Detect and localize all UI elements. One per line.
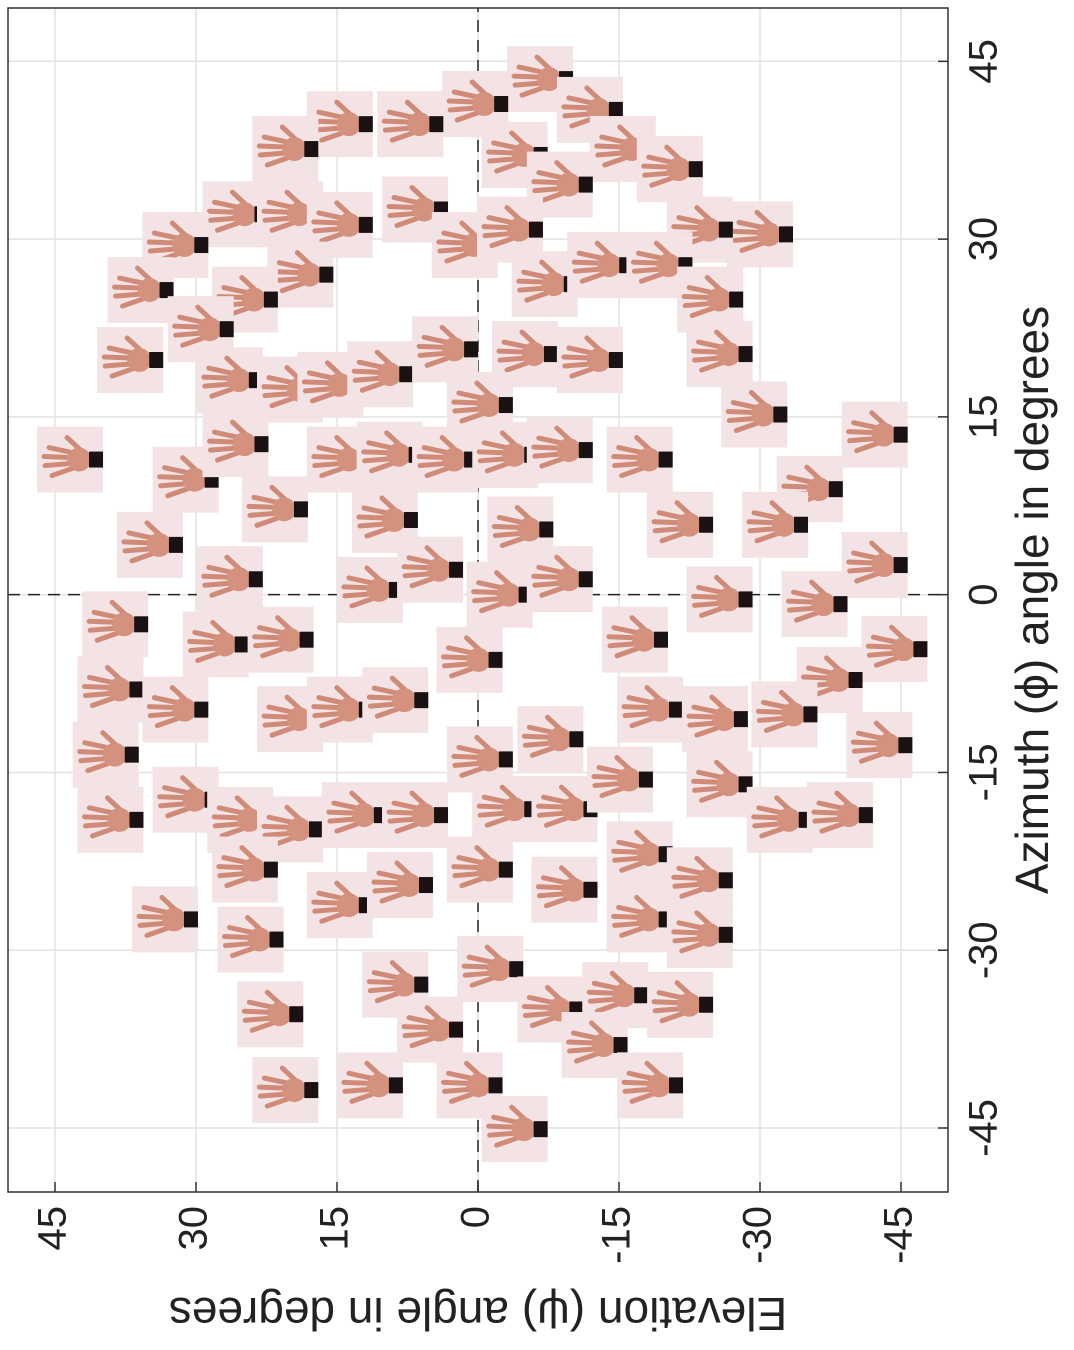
y-tick-label: -30: [736, 1206, 780, 1264]
hand-image-point: [337, 1052, 403, 1118]
hand-image-point: [377, 91, 443, 157]
hand-image-point: [437, 627, 503, 693]
x-tick-label: -45: [962, 1099, 1006, 1157]
rotated-plot: Azimuth (ϕ) angle in degrees Elevation (…: [8, 8, 1058, 1340]
hand-image-point: [252, 116, 318, 182]
hand-image-point: [202, 411, 268, 477]
hand-image-point: [307, 872, 373, 938]
hand-image-point: [212, 837, 278, 903]
hand-image-point: [687, 566, 753, 632]
hand-image-point: [607, 886, 673, 952]
hand-image-point: [37, 427, 103, 493]
y-tick-label: 30: [172, 1206, 216, 1251]
hand-image-point: [607, 427, 673, 493]
hand-image-point: [457, 936, 523, 1002]
hand-image-point: [397, 537, 463, 603]
y-tick-label: 45: [31, 1206, 75, 1251]
hand-image-point: [567, 232, 633, 298]
hand-image-point: [637, 136, 703, 202]
hand-image-point: [347, 341, 413, 407]
x-tick-label: 30: [962, 217, 1006, 262]
hand-image-point: [77, 656, 143, 722]
hand-image-point: [132, 886, 198, 952]
hand-image-point: [367, 852, 433, 918]
hand-image-point: [667, 902, 733, 968]
hand-image-point: [687, 751, 753, 817]
hand-image-point: [617, 677, 683, 743]
hand-image-point: [73, 722, 139, 788]
hand-image-point: [362, 667, 428, 733]
y-tick-label: 0: [454, 1206, 498, 1228]
hand-image-point: [531, 857, 597, 923]
hand-image-point: [517, 706, 583, 772]
hand-image-point: [77, 787, 143, 853]
hand-image-point: [242, 476, 308, 542]
x-tick-label: -15: [962, 744, 1006, 802]
y-tick-label: -15: [595, 1206, 639, 1264]
x-axis-label: Azimuth (ϕ) angle in degrees: [1006, 306, 1058, 894]
hand-image-point: [447, 837, 513, 903]
hand-image-point: [412, 427, 478, 493]
hand-image-point: [382, 782, 448, 848]
x-tick-label: -30: [962, 921, 1006, 979]
x-tick-label: 0: [962, 584, 1006, 606]
hand-image-point: [142, 677, 208, 743]
hand-image-point: [647, 492, 713, 558]
hand-image-point: [117, 512, 183, 578]
hand-image-point: [721, 382, 787, 448]
hand-image-point: [807, 782, 873, 848]
hand-image-point: [197, 347, 263, 413]
hand-image-point: [482, 1096, 548, 1162]
y-axis-label: Elevation (ψ) angle in degrees: [169, 1288, 787, 1340]
hand-image-point: [861, 616, 927, 682]
hand-image-point: [337, 557, 403, 623]
hand-image-point: [527, 546, 593, 612]
hand-image-point: [751, 681, 817, 747]
hand-image-point: [527, 417, 593, 483]
hand-image-point: [252, 1057, 318, 1123]
hand-image-point: [218, 907, 284, 973]
hand-image-point: [607, 821, 673, 887]
hand-image-point: [237, 981, 303, 1047]
hand-image-point: [687, 321, 753, 387]
hand-image-point: [472, 776, 538, 842]
hand-image-point: [557, 327, 623, 393]
x-tick-label: 45: [962, 39, 1006, 84]
hand-image-point: [617, 1052, 683, 1118]
hand-image-point: [587, 747, 653, 813]
x-tick-label: 15: [962, 395, 1006, 440]
hand-image-point: [727, 201, 793, 267]
y-tick-label: 15: [313, 1206, 357, 1251]
hand-image-point: [97, 327, 163, 393]
hand-image-point: [782, 571, 848, 637]
hand-image-point: [82, 591, 148, 657]
hand-image-point: [842, 402, 908, 468]
hand-image-point: [197, 546, 263, 612]
hand-image-point: [322, 782, 388, 848]
hand-image-point: [846, 712, 912, 778]
hand-image-point: [108, 257, 174, 323]
hand-image-point: [682, 686, 748, 752]
hand-image-point: [467, 562, 533, 628]
hand-image-point: [842, 532, 908, 598]
hand-image-point: [747, 787, 813, 853]
hand-image-point: [602, 607, 668, 673]
hand-image-point: [647, 972, 713, 1038]
hand-image-point: [742, 492, 808, 558]
y-tick-label: -45: [877, 1206, 921, 1264]
chart: Azimuth (ϕ) angle in degrees Elevation (…: [0, 0, 1074, 1350]
hand-image-point: [248, 607, 314, 673]
hand-image-point: [183, 611, 249, 677]
